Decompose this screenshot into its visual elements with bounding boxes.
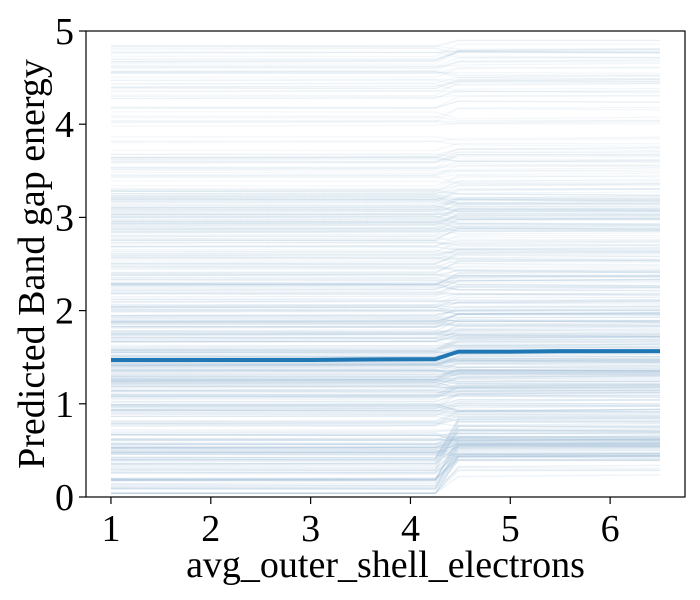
y-tick-label: 0 [55,477,74,519]
ice-line [111,101,660,107]
x-tick-label: 6 [601,508,620,550]
y-axis-label: Predicted Band gap energy [11,59,53,469]
x-tick-label: 1 [101,508,120,550]
y-tick-label: 4 [55,104,74,146]
y-axis-ticks: 0 1 2 3 4 5 [55,11,86,519]
x-axis-label: avg_outer_shell_electrons [186,544,585,586]
ice-lines [111,40,660,493]
x-axis-ticks: 123456 [101,497,619,550]
y-tick-label: 3 [55,197,74,239]
y-tick-label: 1 [55,384,74,426]
y-tick-label: 5 [55,11,74,53]
y-tick-label: 2 [55,291,74,333]
ice-line [111,40,660,46]
